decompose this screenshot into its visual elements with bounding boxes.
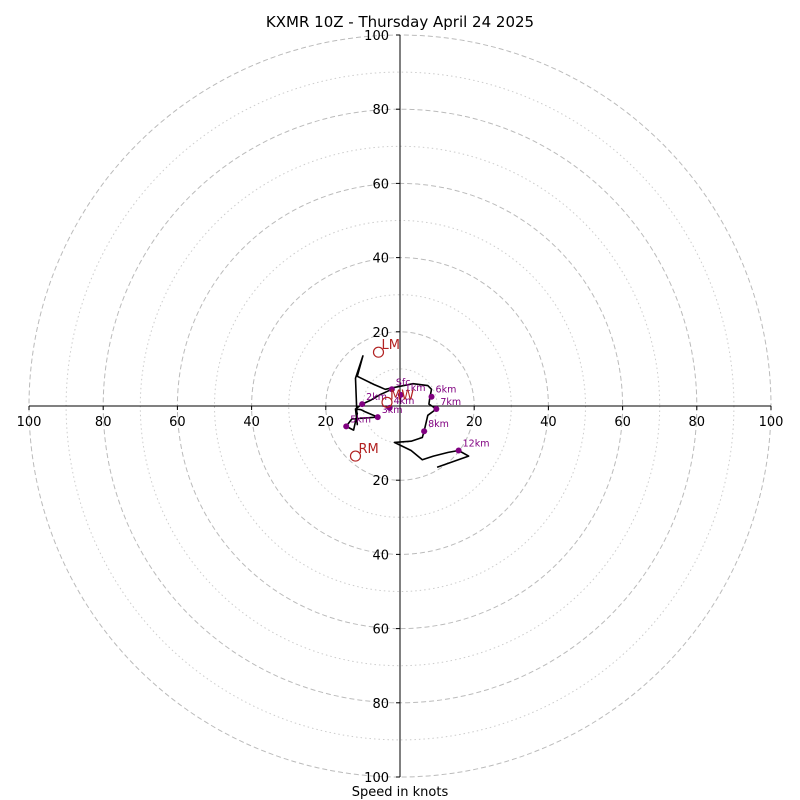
y-tick-label: 100 [364,771,389,786]
height-marker-label: 2km [366,392,387,403]
y-tick-label: 80 [372,697,389,712]
storm-motion-marker [381,396,393,408]
height-marker-label: Sfc [396,377,411,388]
y-tick-label: 40 [372,252,389,267]
height-marker-label: 12km [463,439,490,450]
hodograph-trace [345,355,470,468]
storm-motion-label: RM [358,442,378,457]
y-tick-label: 20 [372,326,389,341]
x-tick-label: 40 [540,415,557,430]
height-marker-dot [397,391,404,398]
x-tick-label: 20 [318,415,335,430]
height-marker-dot [455,447,462,454]
x-tick-label: 40 [243,415,260,430]
height-marker-label: 7km [440,397,461,408]
height-marker-label: 4km [394,396,415,407]
storm-motion-marker [372,346,385,358]
x-tick-label: 100 [759,415,784,430]
storm-motion-label: LM [381,338,399,353]
x-tick-label: 60 [169,415,186,430]
y-tick-label: 60 [372,623,389,638]
height-marker-dot [421,428,428,435]
y-tick-labels: 100 80 60 40 20 20 40 60 80 100 [364,29,400,786]
storm-motion-label: MW [390,388,414,403]
height-marker-dot [374,414,381,421]
height-marker-label: 5km [350,414,371,425]
y-tick-label: 100 [364,29,389,44]
storm-motion-markers: LM MW RM [349,338,414,462]
x-tick-label: 60 [614,415,631,430]
x-tick-label: 80 [95,415,112,430]
chart-title: KXMR 10Z - Thursday April 24 2025 [266,13,534,31]
y-tick-label: 60 [372,177,389,192]
height-marker-label: 8km [428,419,449,430]
x-tick-label: 20 [466,415,483,430]
height-marker-dot [386,404,393,411]
height-marker-dot [433,405,440,412]
height-marker-dot [428,393,435,400]
y-tick-label: 40 [372,548,389,563]
axes [29,35,771,777]
storm-motion-marker [349,450,362,462]
x-axis-label: Speed in knots [352,785,449,800]
x-tick-label: 80 [689,415,706,430]
x-tick-labels: 100 80 60 40 20 20 40 60 80 100 [17,406,784,430]
height-marker-label: 3km [382,405,403,416]
height-marker-dot [359,401,366,408]
height-marker-label: 1km [405,383,426,394]
height-marker-dot [388,386,395,393]
height-marker-dot [343,423,350,430]
y-tick-label: 80 [372,103,389,118]
y-tick-label: 20 [372,474,389,489]
height-marker-label: 6km [436,385,457,396]
x-tick-label: 100 [17,415,42,430]
